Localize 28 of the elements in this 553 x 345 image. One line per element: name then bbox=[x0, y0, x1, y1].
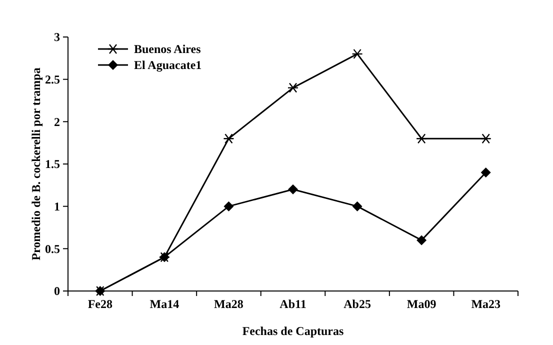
point bbox=[287, 82, 299, 93]
point bbox=[480, 167, 491, 178]
y-tick-label: 0 bbox=[54, 284, 60, 298]
point bbox=[352, 201, 362, 212]
point bbox=[288, 184, 298, 194]
y-tick-label: 0.5 bbox=[45, 242, 60, 256]
point bbox=[223, 134, 234, 144]
x-axis-title: Fechas de Capturas bbox=[242, 324, 344, 338]
y-axis-title: Promedio de B. cockerelli por trampa bbox=[29, 68, 43, 260]
point bbox=[416, 235, 427, 246]
y-tick-label: 1.5 bbox=[45, 157, 60, 172]
x-tick-label: Ma23 bbox=[471, 297, 501, 311]
point bbox=[352, 48, 363, 60]
x-tick-label: Fe28 bbox=[88, 297, 112, 311]
legend-label: Buenos Aires bbox=[134, 42, 202, 56]
x-tick-label: Ab11 bbox=[280, 297, 306, 311]
x-tick-label: Ma28 bbox=[214, 297, 244, 311]
x-tick-label: Ma09 bbox=[406, 297, 436, 311]
legend-label: El Aguacate1 bbox=[134, 58, 202, 72]
y-tick-label: 2.5 bbox=[45, 72, 60, 87]
y-tick-label: 3 bbox=[54, 30, 60, 44]
point bbox=[480, 134, 492, 144]
point bbox=[224, 201, 234, 212]
point bbox=[416, 134, 428, 144]
y-tick-label: 1 bbox=[54, 200, 60, 214]
x-tick-label: Ab25 bbox=[344, 297, 371, 311]
y-tick-label: 2 bbox=[54, 114, 60, 129]
x-tick-label: Ma14 bbox=[150, 297, 180, 311]
